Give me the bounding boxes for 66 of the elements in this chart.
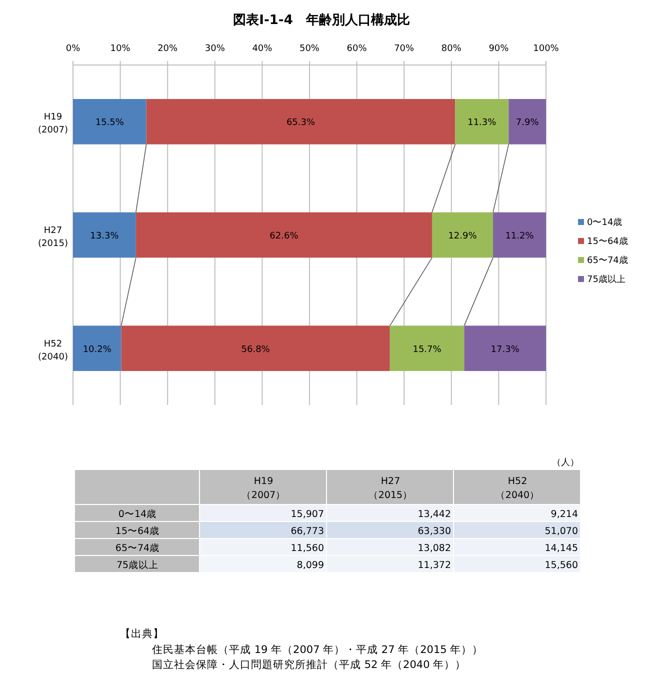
x-tick-label: 20% [158, 44, 178, 54]
data-label: 56.8% [241, 344, 270, 355]
bar [390, 326, 464, 371]
bar [121, 326, 390, 371]
x-tick-label: 80% [441, 44, 462, 54]
data-label: 17.3% [490, 344, 520, 355]
bar [432, 212, 494, 258]
data-label: 9,214 [550, 509, 578, 520]
legend-label: 0〜14歳 [587, 217, 622, 228]
y-tick-label: 15〜64歳 [115, 525, 160, 537]
y-tick-label: H27 (2015) [38, 226, 68, 249]
data-label: 12.9% [448, 232, 478, 242]
y-tick-label: 0〜14歳 [118, 508, 157, 520]
data-label: 14,145 [544, 543, 578, 554]
x-tick-label: 60% [346, 44, 368, 54]
data-label: 13,082 [418, 543, 451, 554]
x-tick-label: H52 （2040） [495, 476, 540, 501]
text: 【出典】 [120, 627, 164, 640]
x-tick-label: 0% [66, 44, 81, 54]
x-tick-label: H19 （2007） [241, 476, 286, 501]
y-tick-label: 75歳以上 [116, 559, 159, 571]
data-label: 8,099 [296, 560, 324, 571]
text: 国立社会保障・人口問題研究所推計（平成 52 年（2040 年）） [152, 658, 466, 671]
bar [455, 99, 509, 144]
data-label: 15,560 [544, 560, 578, 571]
bar [73, 326, 122, 371]
legend-label: 15〜64歳 [587, 236, 628, 247]
y-tick-label: H19 (2007) [38, 112, 68, 136]
x-tick-label: 40% [252, 44, 273, 54]
bar [146, 99, 456, 144]
text: 住民基本台帳（平成 19 年（2007 年）・平成 27 年（2015 年）） [152, 643, 484, 656]
data-label: 51,070 [544, 526, 578, 537]
data-label: 13,442 [418, 509, 451, 520]
legend-label: 75歳以上 [587, 274, 626, 285]
data-label: 13.3% [90, 232, 120, 242]
bar [136, 212, 432, 258]
bar [493, 212, 546, 258]
x-tick-label: 70% [394, 44, 415, 54]
chart-title: 図表Ⅰ-1-4 年齢別人口構成比 [233, 13, 410, 28]
data-label: 15.7% [412, 344, 442, 355]
bar [464, 326, 546, 371]
x-tick-label: 50% [299, 44, 320, 54]
data-label: 10.2% [82, 344, 112, 355]
y-tick-label: H52 (2040) [38, 339, 68, 362]
y-tick-label: 65〜74歳 [115, 542, 160, 554]
data-label: 11.3% [468, 118, 497, 128]
text: （人） [552, 457, 579, 468]
data-label: 63,330 [418, 526, 451, 537]
legend-label: 65〜74歳 [587, 255, 628, 266]
data-label: 15,907 [290, 509, 324, 520]
x-tick-label: 30% [204, 44, 226, 54]
bar [73, 212, 136, 258]
x-tick-label: H27 （2015） [368, 476, 413, 501]
data-label: 11.2% [505, 232, 534, 242]
x-tick-label: 10% [110, 44, 131, 54]
x-tick-label: 90% [488, 44, 510, 54]
bar [508, 99, 546, 144]
x-tick-label: 100% [533, 44, 560, 54]
data-label: 62.6% [270, 232, 299, 242]
data-label: 7.9% [516, 118, 540, 128]
bar [73, 99, 146, 144]
data-label: 11,372 [418, 560, 451, 571]
data-label: 11,560 [290, 543, 324, 554]
data-label: 65.3% [286, 118, 316, 128]
data-label: 15.5% [95, 118, 124, 128]
data-label: 66,773 [290, 526, 324, 537]
